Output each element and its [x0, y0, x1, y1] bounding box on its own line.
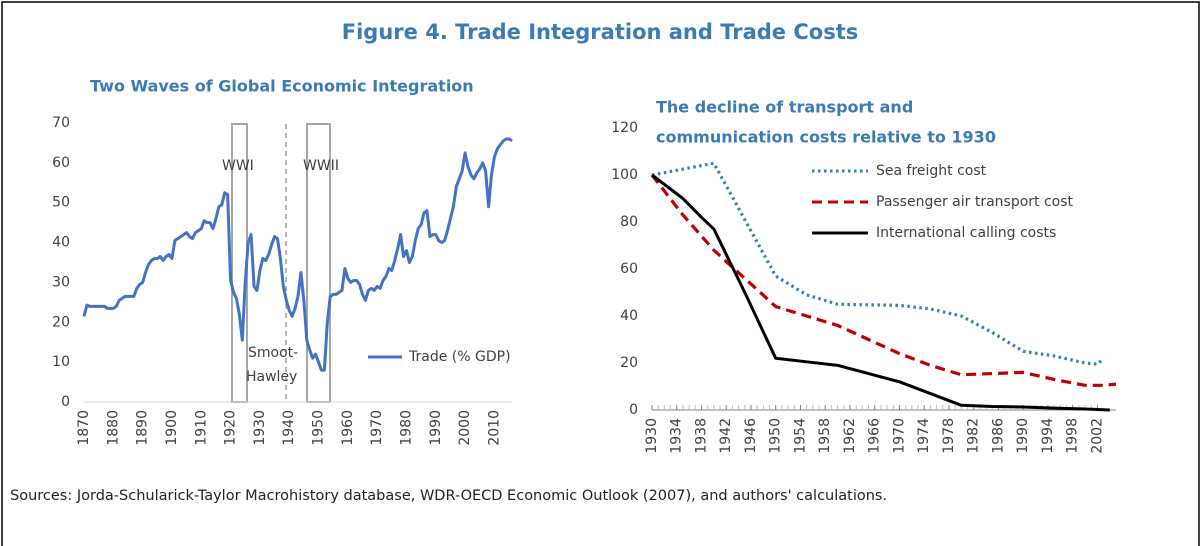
chart-title: The decline of transport and — [656, 98, 913, 117]
figure-title: Figure 4. Trade Integration and Trade Co… — [342, 20, 858, 44]
x-tick-label: 1942 — [718, 418, 734, 454]
chart-title: communication costs relative to 1930 — [656, 128, 996, 147]
x-tick-label: 1930 — [644, 418, 660, 454]
y-tick-label: 10 — [52, 354, 70, 370]
chart-title: Two Waves of Global Economic Integration — [90, 77, 474, 96]
annotation: WWI — [222, 158, 254, 174]
legend-label: International calling costs — [876, 225, 1056, 241]
y-tick-label: 60 — [52, 155, 70, 171]
y-tick-label: 70 — [52, 115, 70, 131]
x-tick-label: 1962 — [842, 418, 858, 454]
x-tick-label: 1934 — [669, 418, 685, 454]
annotation: Hawley — [246, 369, 297, 385]
y-tick-label: 0 — [629, 402, 638, 418]
x-tick-label: 1910 — [193, 410, 209, 446]
x-tick-label: 1970 — [369, 410, 385, 446]
y-tick-label: 40 — [620, 308, 638, 324]
annotation: Smoot- — [248, 345, 298, 361]
y-tick-label: 50 — [52, 195, 70, 211]
x-tick-label: 1990 — [1015, 418, 1031, 454]
x-tick-label: 1920 — [223, 410, 239, 446]
x-tick-label: 1900 — [164, 410, 180, 446]
series-line — [650, 174, 1117, 387]
y-tick-label: 120 — [611, 120, 638, 136]
legend-label: Passenger air transport cost — [876, 194, 1074, 210]
x-tick-label: 1986 — [990, 418, 1006, 454]
y-tick-label: 60 — [620, 261, 638, 277]
series-line — [82, 137, 513, 372]
y-tick-label: 100 — [611, 167, 638, 183]
x-tick-label: 1870 — [76, 410, 92, 446]
y-tick-label: 40 — [52, 235, 70, 251]
y-tick-label: 0 — [61, 394, 70, 410]
x-tick-label: 1890 — [135, 410, 151, 446]
x-tick-label: 1978 — [941, 418, 957, 454]
x-tick-label: 2002 — [1089, 418, 1105, 454]
x-tick-label: 1998 — [1065, 418, 1081, 454]
y-tick-label: 30 — [52, 274, 70, 290]
x-tick-label: 1940 — [281, 410, 297, 446]
x-tick-label: 1958 — [817, 418, 833, 454]
sources: Sources: Jorda-Schularick-Taylor Macrohi… — [10, 488, 887, 504]
legend-label: Trade (% GDP) — [408, 349, 511, 365]
y-tick-label: 80 — [620, 214, 638, 230]
x-tick-label: 1938 — [693, 418, 709, 454]
x-tick-label: 1954 — [792, 418, 808, 454]
x-tick-label: 1950 — [311, 410, 327, 446]
x-tick-label: 1974 — [916, 418, 932, 454]
x-tick-label: 1980 — [398, 410, 414, 446]
y-tick-label: 20 — [52, 314, 70, 330]
x-tick-label: 1970 — [891, 418, 907, 454]
x-tick-label: 1994 — [1040, 418, 1056, 454]
x-tick-label: 1966 — [867, 418, 883, 454]
x-tick-label: 1982 — [966, 418, 982, 454]
x-tick-label: 1930 — [252, 410, 268, 446]
x-tick-label: 1950 — [768, 418, 784, 454]
x-tick-label: 1990 — [428, 410, 444, 446]
series-line — [651, 173, 1110, 412]
annotation: WWII — [303, 158, 339, 174]
x-tick-label: 2010 — [486, 410, 502, 446]
x-tick-label: 1880 — [105, 410, 121, 446]
legend-label: Sea freight cost — [876, 163, 987, 179]
x-tick-label: 1960 — [340, 410, 356, 446]
y-tick-label: 20 — [620, 355, 638, 371]
x-tick-label: 1946 — [743, 418, 759, 454]
x-tick-label: 2000 — [457, 410, 473, 446]
